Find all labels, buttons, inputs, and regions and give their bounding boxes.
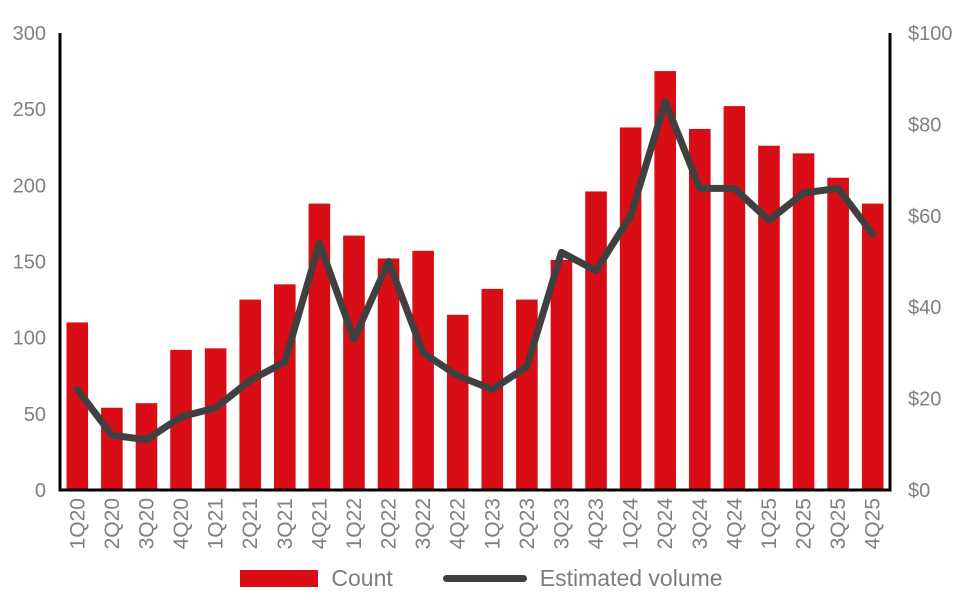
count-bar	[516, 299, 538, 490]
x-axis-tick-label: 2Q21	[239, 498, 262, 549]
count-bar	[377, 258, 400, 490]
x-axis-tick-label: 1Q22	[343, 498, 366, 549]
x-axis-tick-label: 3Q22	[412, 498, 435, 549]
left-axis-tick-label: 250	[13, 99, 46, 121]
count-bar	[135, 403, 158, 490]
x-axis-tick-label: 2Q22	[378, 498, 401, 549]
count-bar	[446, 314, 469, 490]
x-axis-tick-label: 3Q23	[550, 498, 573, 549]
x-axis-tick-label: 4Q22	[447, 498, 470, 549]
count-bar	[273, 284, 296, 490]
count-bar	[412, 250, 434, 490]
left-axis-tick-label: 200	[13, 175, 46, 197]
count-bar	[827, 177, 849, 490]
legend-item-count: Count	[240, 565, 393, 592]
legend: Count Estimated volume	[0, 565, 963, 592]
legend-count-label: Count	[331, 565, 393, 591]
x-axis-tick-label: 3Q25	[827, 498, 850, 549]
count-bar	[204, 348, 227, 490]
right-axis-tick-label: $0	[908, 480, 930, 502]
x-axis-tick-label: 2Q20	[101, 498, 124, 549]
count-bar	[550, 259, 573, 490]
x-axis-tick-label: 2Q24	[654, 498, 677, 550]
x-axis-tick-label: 2Q25	[793, 498, 816, 549]
count-bar	[758, 145, 780, 490]
count-bar	[343, 235, 365, 490]
left-axis-tick-label: 50	[24, 404, 46, 426]
right-axis-tick-label: $100	[908, 23, 953, 45]
x-axis-tick-label: 3Q24	[689, 498, 712, 550]
legend-item-estimated-volume: Estimated volume	[442, 565, 723, 592]
count-bar	[688, 128, 711, 490]
x-axis-tick-label: 1Q23	[481, 498, 504, 549]
count-bar	[66, 322, 89, 490]
x-axis-tick-label: 4Q25	[862, 498, 885, 549]
x-axis-tick-label: 1Q20	[66, 498, 89, 549]
count-bar	[861, 203, 884, 490]
x-axis-tick-label: 4Q23	[585, 498, 608, 549]
estimated-volume-line	[73, 98, 877, 444]
right-axis-tick-label: $20	[908, 389, 941, 411]
count-bar	[723, 106, 746, 491]
x-axis-tick-label: 3Q20	[135, 498, 158, 549]
count-bar	[654, 71, 677, 490]
x-axis-tick-label: 4Q24	[723, 498, 746, 550]
x-axis-tick-label: 2Q23	[516, 498, 539, 549]
right-axis-tick-label: $60	[908, 206, 941, 228]
left-axis-tick-label: 100	[13, 328, 46, 350]
right-axis-tick-label: $40	[908, 297, 941, 319]
right-axis-tick-label: $80	[908, 114, 941, 136]
x-axis-tick-label: 4Q20	[170, 498, 193, 549]
x-axis-tick-label: 4Q21	[308, 498, 331, 549]
left-axis-tick-label: 150	[13, 252, 46, 274]
legend-estimated-volume-label: Estimated volume	[539, 565, 723, 591]
x-axis-tick-label: 1Q24	[620, 498, 643, 550]
left-axis-tick-label: 300	[13, 23, 46, 45]
count-swatch-icon	[240, 570, 319, 587]
x-axis-tick-label: 3Q21	[274, 498, 297, 549]
x-axis-tick-label: 1Q21	[205, 498, 228, 549]
count-bar	[792, 153, 815, 491]
left-axis-tick-label: 0	[35, 480, 46, 502]
count-bar	[308, 203, 331, 490]
count-bar	[239, 299, 262, 490]
estimated-volume-swatch-icon	[442, 575, 527, 582]
count-bar	[585, 191, 607, 490]
x-axis-tick-label: 1Q25	[758, 498, 781, 549]
